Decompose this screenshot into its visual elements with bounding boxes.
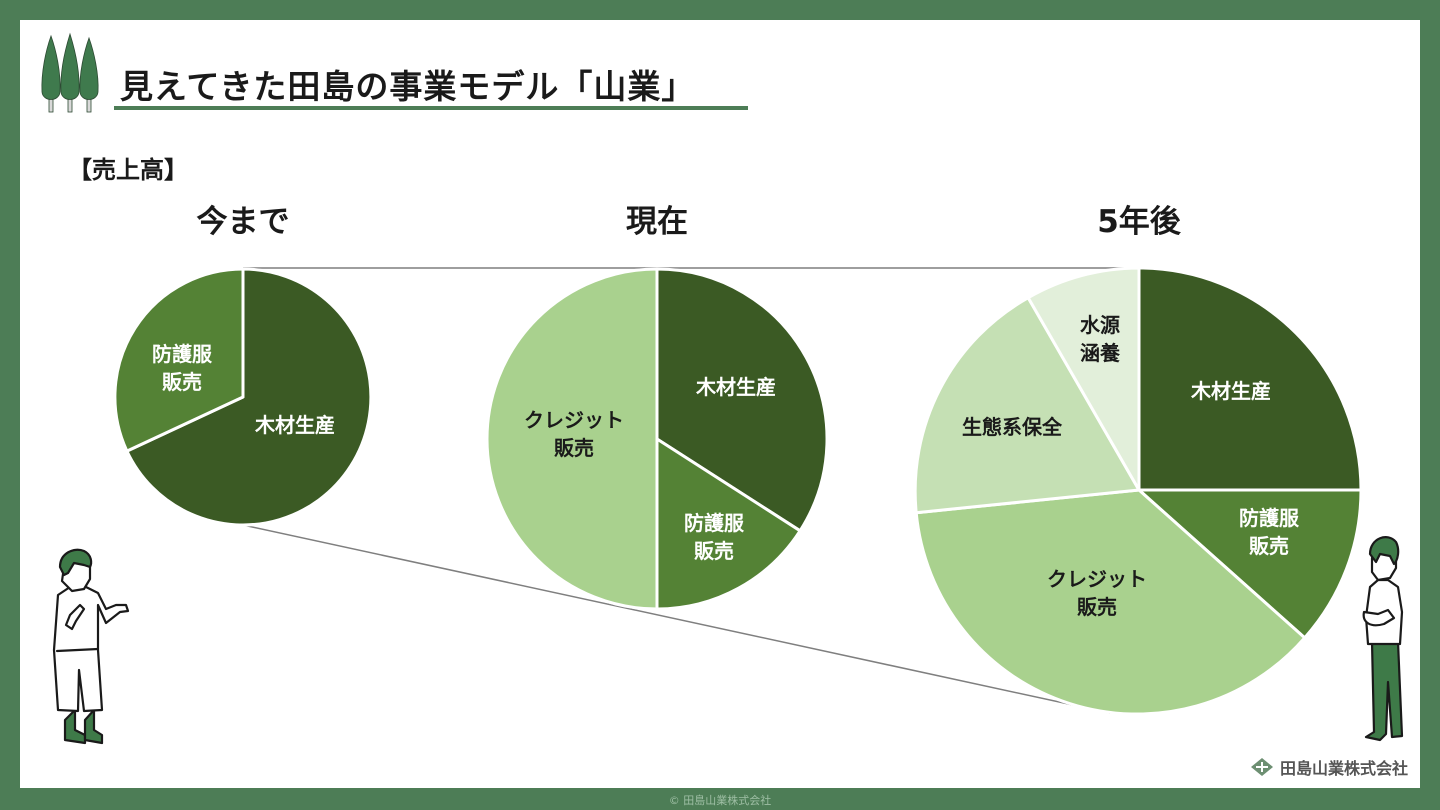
period-label-5years: 5年後	[1097, 204, 1181, 240]
label-protective-clothing: 防護服 販売	[684, 509, 744, 565]
company-mark-icon	[1251, 758, 1273, 776]
label-line: 販売	[162, 370, 202, 394]
label-line: 販売	[1249, 534, 1289, 558]
company-logo: 田島山業株式会社	[1250, 755, 1408, 779]
label-wood-production: 木材生産	[1191, 379, 1271, 403]
copyright-text: © 田島山業株式会社	[668, 794, 772, 807]
label-line: クレジット	[524, 408, 624, 432]
label-line: 水源	[1080, 313, 1120, 337]
label-ecosystem-conservation: 生態系保全	[962, 415, 1062, 439]
page-title: 見えてきた田島の事業モデル「山業」	[120, 67, 696, 106]
label-line: 涵養	[1080, 341, 1120, 365]
label-line: 防護服	[152, 342, 212, 366]
slice-ecosystem-conservation[interactable]	[913, 296, 1141, 515]
label-line: クレジット	[1047, 567, 1147, 591]
period-label-past: 今まで	[196, 204, 290, 240]
section-label-sales: 【売上高】	[68, 156, 188, 184]
slice-credit-sales[interactable]	[914, 488, 1307, 716]
label-protective-clothing: 防護服 販売	[1239, 504, 1299, 560]
pie-chart-5years	[913, 266, 1363, 716]
label-line: 販売	[554, 436, 594, 460]
label-wood-production: 木材生産	[696, 375, 776, 399]
cypress-trees-icon	[41, 32, 99, 113]
label-protective-clothing: 防護服 販売	[152, 340, 212, 396]
slice-wood-production[interactable]	[1137, 266, 1363, 492]
label-wood-production: 木材生産	[255, 413, 335, 437]
label-credit-sales: クレジット 販売	[1047, 565, 1147, 621]
pie-chart-now	[485, 267, 829, 611]
label-credit-sales: クレジット 販売	[524, 406, 624, 462]
slice-credit-sales[interactable]	[485, 267, 659, 611]
title-underline	[114, 106, 748, 110]
slice-protective-clothing[interactable]	[1137, 488, 1363, 640]
presenter-person-icon	[52, 548, 130, 745]
connector-line-bottom	[242, 524, 1111, 714]
slice-water-source[interactable]	[1026, 266, 1141, 492]
label-line: 販売	[694, 539, 734, 563]
slice-protective-clothing[interactable]	[655, 437, 802, 611]
period-label-now: 現在	[626, 204, 688, 240]
label-line: 販売	[1077, 595, 1117, 619]
company-name: 田島山業株式会社	[1280, 759, 1409, 778]
label-line: 防護服	[684, 511, 744, 535]
slice-protective-clothing[interactable]	[113, 267, 245, 453]
pie-chart-past	[113, 267, 373, 527]
label-line: 防護服	[1239, 506, 1299, 530]
slice-wood-production[interactable]	[125, 267, 373, 527]
thinking-person-icon	[1362, 536, 1404, 742]
label-water-source: 水源 涵養	[1080, 311, 1120, 367]
